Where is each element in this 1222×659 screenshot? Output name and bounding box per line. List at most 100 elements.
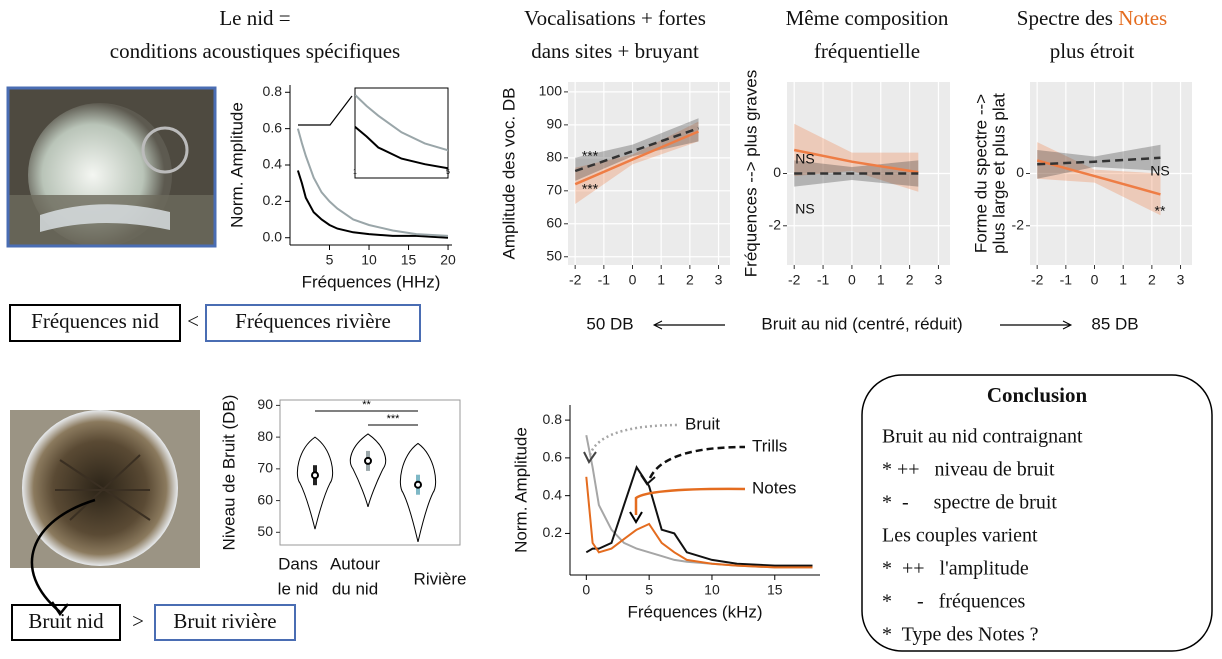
annotation: *** — [582, 148, 599, 164]
x-tick-label: -1 — [1060, 272, 1073, 288]
title: Vocalisations + fortes — [524, 6, 706, 30]
y-tick-label: 0.8 — [263, 83, 283, 99]
y-tick-label: -2 — [769, 216, 782, 232]
series-line — [298, 171, 448, 238]
noise-axis-label: Bruit au nid (centré, réduit) — [761, 314, 962, 333]
x-tick-label: 5 — [326, 252, 334, 268]
median — [365, 458, 371, 464]
y-tick-label: 60 — [546, 214, 562, 230]
callout-label: Bruit — [685, 414, 720, 433]
comparison-sign: > — [132, 609, 144, 633]
x-tick-label: 3 — [935, 272, 943, 288]
x-tick-label: 3 — [715, 272, 723, 288]
title: Même composition — [786, 6, 949, 30]
y-axis-label: Niveau de Bruit (DB) — [219, 395, 238, 551]
callout — [636, 489, 745, 515]
y-tick-label: 70 — [257, 460, 273, 476]
comparison-sign: < — [187, 309, 199, 333]
x-tick-label: -2 — [1031, 272, 1044, 288]
conclusion-line: Les couples varient — [882, 525, 1038, 547]
y-axis-label: Fréquences --> plus graves — [741, 70, 760, 277]
y-tick-label: 90 — [546, 116, 562, 132]
annotation: NS — [795, 151, 814, 167]
y-tick-label: 0.6 — [263, 119, 283, 135]
y-tick-label: 50 — [546, 247, 562, 263]
callout-label: Notes — [752, 478, 796, 497]
conclusion-line: * ++ l'amplitude — [882, 558, 1029, 580]
box-label: Fréquences rivière — [235, 309, 391, 333]
x-tick-label: 0 — [848, 272, 856, 288]
annotation: NS — [1150, 163, 1169, 179]
title: dans sites + bruyant — [531, 39, 699, 63]
box-label: Fréquences nid — [31, 309, 159, 333]
y-tick-label: 70 — [546, 182, 562, 198]
y-axis-label: plus large et plus plat — [989, 93, 1008, 254]
annotation: *** — [582, 181, 599, 197]
x-tick-label: 10 — [361, 252, 377, 268]
x-tick-label: Autour — [330, 554, 380, 573]
y-tick-label: 100 — [539, 83, 563, 99]
x-tick-label: 2 — [1148, 272, 1156, 288]
photo-nest — [10, 410, 200, 614]
y-tick-label: 90 — [257, 396, 273, 412]
y-tick-label: 0 — [773, 164, 781, 180]
title-highlight: Notes — [1118, 6, 1167, 30]
title: conditions acoustiques spécifiques — [110, 39, 400, 63]
y-tick-label: 80 — [546, 149, 562, 165]
conclusion-line: * - spectre de bruit — [882, 492, 1057, 514]
y-tick-label: 0.6 — [543, 449, 563, 465]
x-tick-label: 3 — [1177, 272, 1185, 288]
conclusion-line: * ++ niveau de bruit — [882, 459, 1055, 481]
x-tick-label: 10 — [704, 582, 720, 598]
significance-label: *** — [387, 413, 401, 425]
x-tick-label: -2 — [569, 272, 582, 288]
noise-low: 50 DB — [586, 314, 633, 333]
title: Le nid = — [219, 6, 290, 30]
y-axis-label: Norm. Amplitude — [511, 427, 530, 553]
noise-high: 85 DB — [1091, 314, 1138, 333]
title: plus étroit — [1050, 39, 1135, 63]
x-axis-label: Fréquences (HHz) — [302, 272, 441, 291]
x-tick-label: 2 — [686, 272, 694, 288]
callout — [590, 425, 680, 455]
y-tick-label: 0.0 — [263, 228, 283, 244]
photo-bridge — [8, 88, 215, 247]
x-tick-label: 15 — [767, 582, 783, 598]
x-tick-label: le nid — [278, 579, 319, 598]
conclusion-line: * Type des Notes ? — [882, 624, 1039, 646]
y-tick-label: 50 — [257, 523, 273, 539]
x-tick-label: -2 — [788, 272, 801, 288]
y-tick-label: 80 — [257, 428, 273, 444]
callout — [650, 447, 745, 478]
y-tick-label: 0.4 — [543, 486, 563, 502]
box-label: Bruit nid — [28, 609, 104, 633]
x-tick-label: 1 — [657, 272, 665, 288]
y-tick-label: 0.8 — [543, 411, 563, 427]
y-axis-label: Forme du spectre --> — [971, 94, 990, 253]
conclusion-line: * - fréquences — [882, 591, 1025, 613]
conclusion-title: Conclusion — [987, 383, 1088, 407]
x-tick-label: 2 — [906, 272, 914, 288]
x-tick-label: Dans — [278, 554, 318, 573]
annotation: NS — [795, 201, 814, 217]
y-tick-label: 0 — [1016, 164, 1024, 180]
box-label: Bruit rivière — [173, 609, 276, 633]
x-tick-label: 1 — [877, 272, 885, 288]
y-axis-label: Amplitude des voc. DB — [499, 88, 518, 260]
y-axis-label: Norm. Amplitude — [227, 102, 246, 228]
callout-head — [641, 475, 655, 484]
median — [312, 472, 318, 478]
title: Spectre des — [1017, 6, 1113, 30]
x-tick-label: -1 — [817, 272, 830, 288]
x-tick-label: 0 — [1091, 272, 1099, 288]
inset-tick-label: 1 — [353, 169, 357, 176]
conclusion-line: Bruit au nid contraignant — [882, 426, 1083, 448]
x-tick-label: 20 — [440, 252, 456, 268]
y-tick-label: 0.2 — [543, 524, 563, 540]
y-tick-label: 60 — [257, 491, 273, 507]
x-tick-label: 0 — [582, 582, 590, 598]
median — [415, 482, 421, 488]
x-tick-label: 15 — [401, 252, 417, 268]
x-tick-label: -1 — [598, 272, 611, 288]
y-tick-label: 0.4 — [263, 156, 283, 172]
